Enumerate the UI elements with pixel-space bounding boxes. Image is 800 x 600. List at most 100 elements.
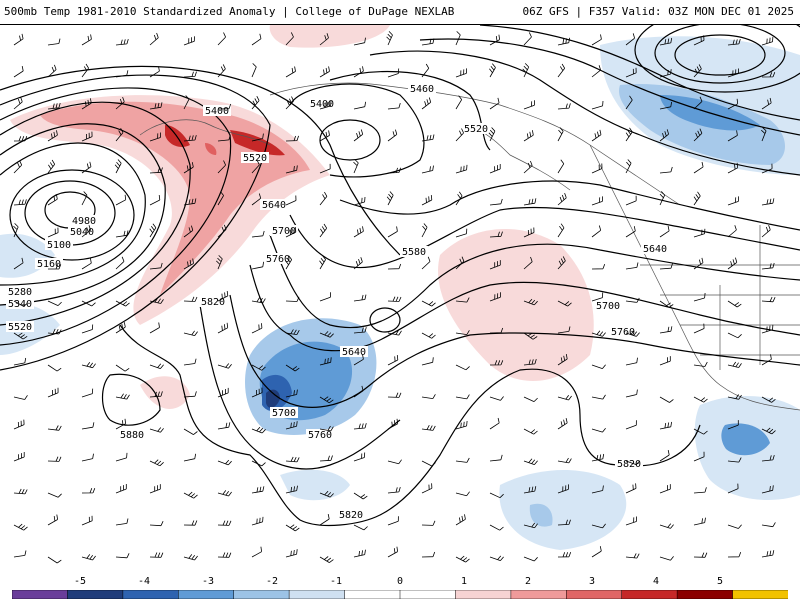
wind-barb: [523, 130, 534, 142]
wind-barb: [727, 332, 742, 339]
colorbar-tick: 2: [524, 576, 532, 587]
wind-barb: [761, 296, 776, 303]
wind-barb: [727, 225, 737, 238]
wind-barb: [455, 297, 470, 303]
contour-label-5040: 5040: [70, 227, 94, 238]
wind-barb: [693, 428, 708, 435]
wind-barb: [353, 385, 364, 398]
wind-barb: [591, 196, 603, 206]
wind-barb: [421, 134, 435, 142]
wind-barb: [455, 256, 465, 270]
wind-barb: [285, 227, 297, 238]
wind-barb: [421, 63, 430, 78]
wind-barb: [727, 162, 739, 174]
wind-barb: [285, 329, 300, 335]
wind-barb: [387, 330, 402, 336]
wind-barb: [81, 388, 94, 398]
colorbar-segment: [399, 590, 457, 599]
wind-barb: [693, 161, 704, 174]
wind-barb: [183, 225, 194, 238]
wind-barb: [47, 492, 62, 498]
wind-barb: [285, 165, 298, 174]
wind-barb: [625, 553, 640, 559]
contour-label-5640b: 5640: [342, 347, 366, 358]
wind-barb: [115, 364, 130, 372]
wind-barb: [183, 491, 198, 499]
wind-barb: [251, 133, 264, 142]
wind-barb: [693, 487, 707, 494]
wind-barb: [183, 296, 198, 302]
wind-barb: [81, 63, 89, 78]
wind-barb: [455, 31, 461, 46]
wind-barb: [693, 191, 701, 206]
wind-barb: [455, 164, 468, 174]
wind-barb: [115, 38, 129, 46]
wind-barb: [319, 425, 334, 432]
colorbar-segment: [67, 590, 124, 599]
wind-barb: [387, 516, 399, 526]
wind-barb: [81, 191, 88, 206]
wind-barb: [557, 37, 570, 46]
wind-barb: [13, 300, 28, 307]
wind-barb: [761, 97, 772, 110]
wind-barb: [591, 330, 606, 337]
wind-barb: [319, 33, 329, 46]
colorbar-tick: -1: [329, 576, 343, 587]
wind-barb: [251, 193, 262, 206]
wind-barb: [183, 520, 198, 526]
wind-barb: [47, 387, 59, 398]
wind-barb: [47, 514, 58, 526]
wind-barb: [455, 457, 470, 463]
wind-barb: [81, 258, 92, 270]
wind-barb: [591, 546, 602, 558]
wind-barb: [489, 396, 504, 401]
wind-barb: [386, 191, 394, 206]
colorbar-tick: -2: [265, 576, 279, 587]
contour-label-5640c: 5640: [643, 244, 667, 255]
wind-barb: [149, 427, 164, 433]
wind-barb: [557, 223, 565, 238]
wind-barb: [149, 32, 159, 46]
wind-barb: [319, 357, 332, 366]
wind-barb: [557, 192, 567, 206]
wind-barb: [251, 96, 260, 110]
colorbar-tick: 4: [652, 576, 660, 587]
wind-barb: [319, 396, 334, 404]
wind-barb: [285, 389, 298, 398]
wind-barb: [217, 387, 229, 398]
wind-barb: [217, 490, 232, 497]
wind-barb: [183, 95, 190, 110]
wind-barb: [285, 485, 298, 494]
contour-label-5880: 5880: [120, 430, 144, 441]
wind-barb: [455, 191, 463, 206]
wind-barb: [149, 322, 160, 334]
wind-barb: [557, 418, 568, 430]
wind-barb: [149, 66, 160, 78]
wind-barb: [115, 96, 125, 110]
colorbar-tick: -4: [137, 576, 151, 587]
contour-label-5460: 5460: [410, 84, 434, 95]
wind-barb: [387, 486, 401, 494]
wind-barb: [353, 294, 367, 302]
wind-barb: [13, 395, 28, 400]
wind-barb: [251, 297, 266, 304]
wind-barb: [523, 198, 537, 206]
wind-barb: [353, 423, 367, 430]
wind-barb: [523, 556, 538, 562]
wind-barb: [387, 263, 402, 270]
wind-barb: [251, 364, 266, 371]
wind-barb: [693, 396, 708, 403]
wind-barb: [353, 327, 367, 334]
wind-barb: [625, 460, 640, 466]
wind-barb: [693, 257, 704, 270]
wind-barb: [591, 34, 602, 46]
wind-barb: [13, 523, 28, 531]
wind-barb: [761, 36, 774, 46]
wind-barb: [319, 255, 326, 270]
wind-barb: [353, 159, 359, 174]
wind-barb: [659, 484, 671, 494]
wind-barb: [81, 225, 91, 238]
wind-barb: [387, 296, 402, 302]
wind-barb: [47, 159, 56, 174]
wind-barb: [727, 130, 738, 142]
